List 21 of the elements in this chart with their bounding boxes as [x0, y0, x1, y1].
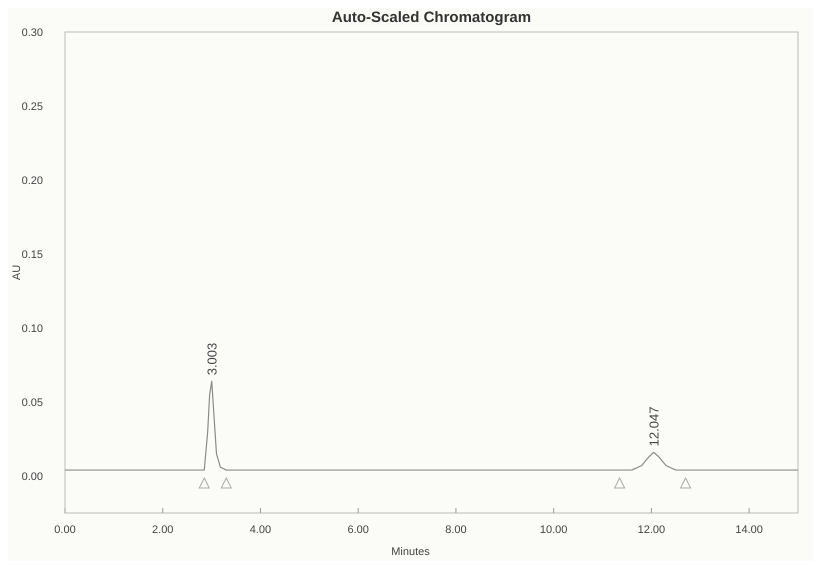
- annotation: 3.003: [204, 342, 220, 376]
- x-tick-label: 12.00: [638, 524, 666, 536]
- line-series: [64, 380, 799, 471]
- x-tick-label: 2.00: [152, 524, 174, 536]
- y-tick-label: 0.00: [22, 471, 43, 483]
- x-tick-label: 4.00: [250, 524, 272, 536]
- x-tick-label: 10.00: [540, 524, 568, 536]
- y-tick-label: 0.25: [22, 101, 43, 113]
- y-axis-title: AU: [11, 264, 23, 280]
- x-tick-label: 6.00: [347, 524, 369, 536]
- y-tick-label: 0.20: [22, 175, 43, 187]
- y-tick-label: 0.15: [22, 249, 43, 261]
- chart-title: Auto-Scaled Chromatogram: [332, 9, 532, 26]
- y-tick-label: 0.10: [22, 323, 43, 335]
- annotation: 12.047: [646, 406, 662, 446]
- x-tick-label: 8.00: [445, 524, 467, 536]
- y-tick-label: 0.30: [22, 27, 43, 39]
- x-tick-label: 14.00: [735, 524, 763, 536]
- y-tick-label: 0.05: [22, 397, 43, 409]
- x-axis-title: Minutes: [391, 546, 430, 558]
- x-tick-label: 0.00: [54, 524, 76, 536]
